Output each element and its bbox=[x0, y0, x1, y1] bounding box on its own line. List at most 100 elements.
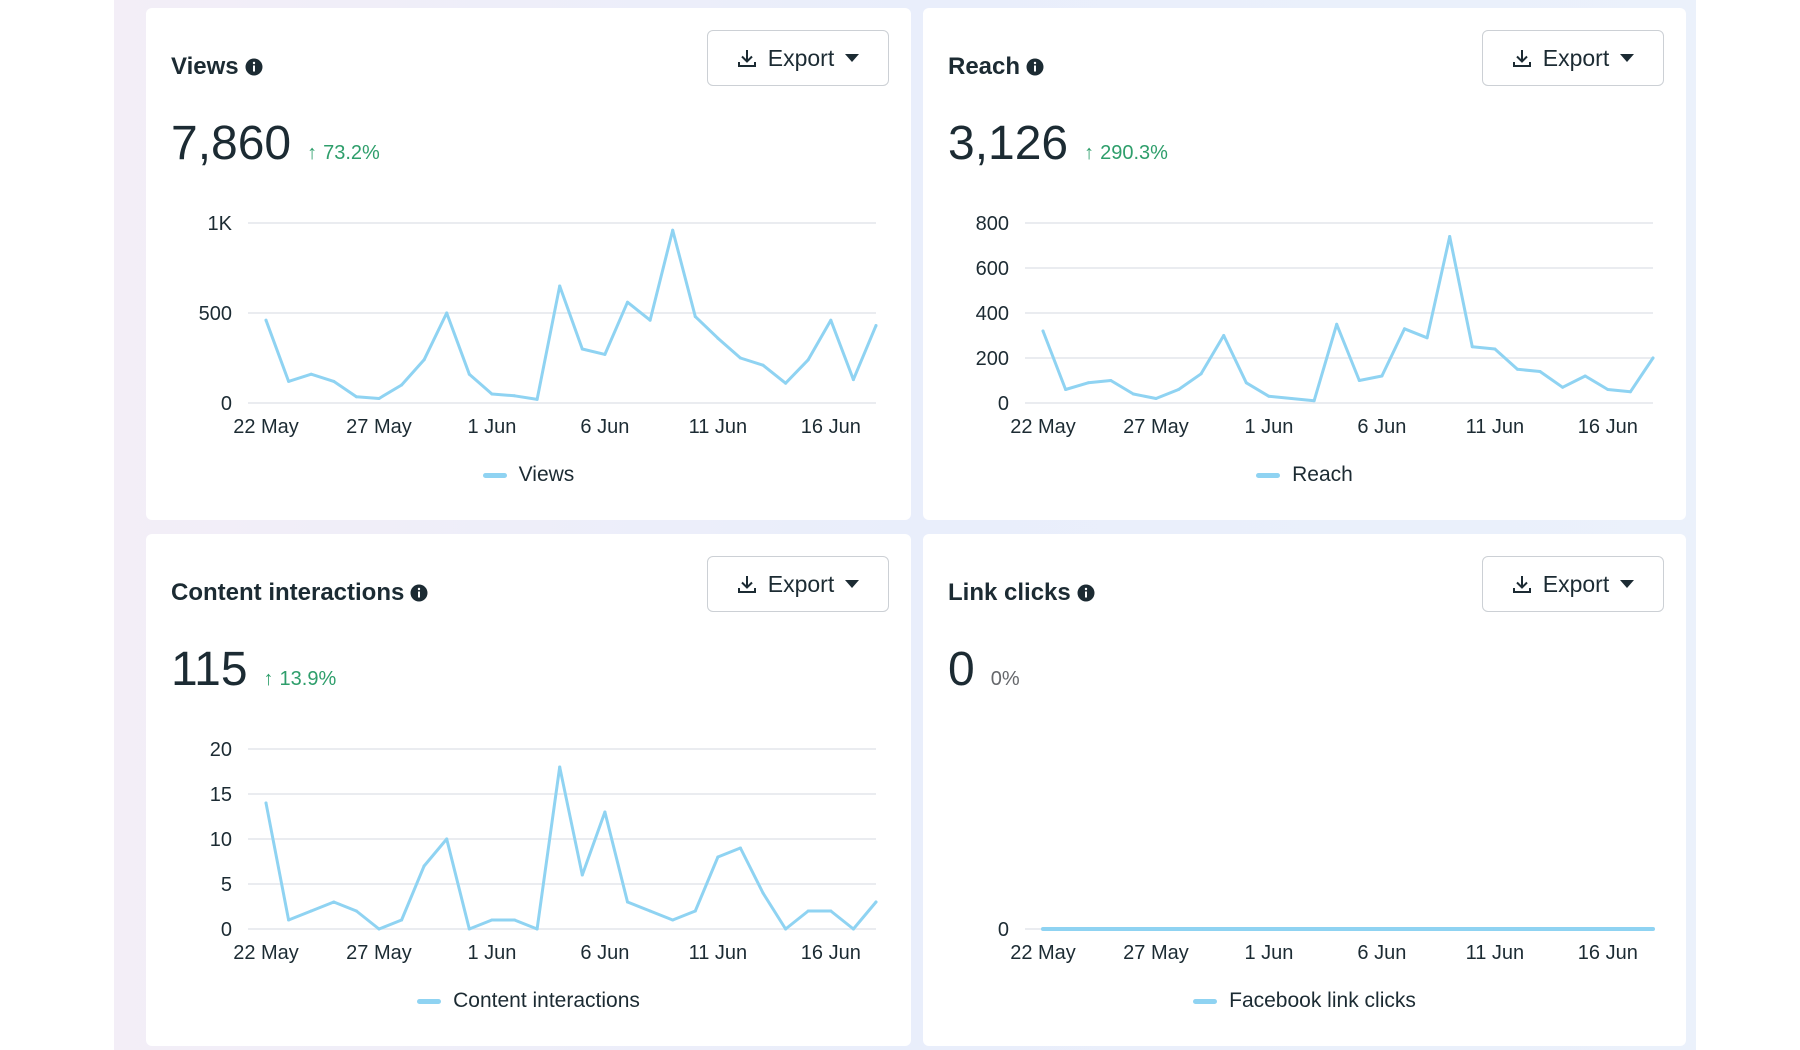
data-point[interactable] bbox=[354, 395, 358, 399]
data-point[interactable] bbox=[1199, 927, 1203, 931]
data-point[interactable] bbox=[1064, 927, 1068, 931]
data-point[interactable] bbox=[558, 284, 562, 288]
data-point[interactable] bbox=[1154, 927, 1158, 931]
data-point[interactable] bbox=[1651, 927, 1655, 931]
data-point[interactable] bbox=[1583, 927, 1587, 931]
data-point[interactable] bbox=[1222, 927, 1226, 931]
data-point[interactable] bbox=[603, 810, 607, 814]
data-point[interactable] bbox=[1267, 394, 1271, 398]
data-point[interactable] bbox=[1515, 367, 1519, 371]
data-point[interactable] bbox=[1425, 927, 1429, 931]
data-point[interactable] bbox=[1583, 374, 1587, 378]
info-icon[interactable] bbox=[245, 58, 263, 76]
data-point[interactable] bbox=[716, 855, 720, 859]
data-point[interactable] bbox=[1380, 927, 1384, 931]
data-point[interactable] bbox=[1561, 385, 1565, 389]
data-point[interactable] bbox=[874, 900, 878, 904]
data-point[interactable] bbox=[467, 372, 471, 376]
data-point[interactable] bbox=[332, 900, 336, 904]
data-point[interactable] bbox=[761, 363, 765, 367]
data-point[interactable] bbox=[490, 918, 494, 922]
data-point[interactable] bbox=[445, 837, 449, 841]
data-point[interactable] bbox=[648, 318, 652, 322]
data-point[interactable] bbox=[1131, 392, 1135, 396]
export-button[interactable]: Export bbox=[1482, 556, 1664, 612]
data-point[interactable] bbox=[1448, 927, 1452, 931]
data-point[interactable] bbox=[1515, 927, 1519, 931]
data-point[interactable] bbox=[648, 909, 652, 913]
data-point[interactable] bbox=[1131, 927, 1135, 931]
data-point[interactable] bbox=[1357, 379, 1361, 382]
data-point[interactable] bbox=[784, 927, 788, 931]
export-button[interactable]: Export bbox=[1482, 30, 1664, 86]
data-point[interactable] bbox=[1651, 356, 1655, 360]
data-point[interactable] bbox=[400, 383, 404, 387]
data-point[interactable] bbox=[1606, 388, 1610, 391]
data-point[interactable] bbox=[1177, 388, 1181, 391]
data-point[interactable] bbox=[264, 801, 268, 805]
info-icon[interactable] bbox=[1026, 58, 1044, 76]
data-point[interactable] bbox=[535, 397, 539, 401]
data-point[interactable] bbox=[738, 356, 742, 360]
data-point[interactable] bbox=[377, 927, 381, 931]
data-point[interactable] bbox=[716, 336, 720, 340]
data-point[interactable] bbox=[1380, 374, 1384, 378]
data-point[interactable] bbox=[806, 909, 810, 913]
data-point[interactable] bbox=[761, 891, 765, 895]
data-point[interactable] bbox=[829, 318, 833, 322]
data-point[interactable] bbox=[309, 372, 313, 376]
data-point[interactable] bbox=[558, 765, 562, 769]
data-point[interactable] bbox=[1064, 388, 1068, 391]
data-point[interactable] bbox=[490, 392, 494, 396]
data-point[interactable] bbox=[1290, 397, 1294, 400]
data-point[interactable] bbox=[1470, 345, 1474, 349]
data-point[interactable] bbox=[467, 927, 471, 931]
data-point[interactable] bbox=[784, 381, 788, 385]
data-point[interactable] bbox=[874, 324, 878, 328]
export-button[interactable]: Export bbox=[707, 556, 889, 612]
data-point[interactable] bbox=[1606, 927, 1610, 931]
data-point[interactable] bbox=[1538, 370, 1542, 373]
data-point[interactable] bbox=[851, 927, 855, 931]
data-point[interactable] bbox=[332, 379, 336, 383]
data-point[interactable] bbox=[287, 918, 291, 922]
data-point[interactable] bbox=[422, 358, 426, 362]
data-point[interactable] bbox=[829, 909, 833, 913]
info-icon[interactable] bbox=[410, 584, 428, 602]
data-point[interactable] bbox=[1335, 322, 1339, 326]
data-point[interactable] bbox=[580, 347, 584, 351]
data-point[interactable] bbox=[513, 394, 517, 398]
data-point[interactable] bbox=[1312, 927, 1316, 931]
data-point[interactable] bbox=[851, 378, 855, 382]
data-point[interactable] bbox=[1244, 927, 1248, 931]
data-point[interactable] bbox=[671, 228, 675, 232]
data-point[interactable] bbox=[580, 873, 584, 877]
data-point[interactable] bbox=[1177, 927, 1181, 931]
data-point[interactable] bbox=[1493, 347, 1497, 351]
data-point[interactable] bbox=[377, 397, 381, 400]
data-point[interactable] bbox=[354, 909, 358, 913]
data-point[interactable] bbox=[287, 379, 291, 383]
data-point[interactable] bbox=[671, 918, 675, 922]
data-point[interactable] bbox=[625, 900, 629, 904]
data-point[interactable] bbox=[1628, 390, 1632, 394]
data-point[interactable] bbox=[1041, 927, 1045, 931]
data-point[interactable] bbox=[1154, 397, 1158, 400]
export-button[interactable]: Export bbox=[707, 30, 889, 86]
data-point[interactable] bbox=[1109, 379, 1113, 382]
data-point[interactable] bbox=[603, 352, 607, 356]
data-point[interactable] bbox=[513, 918, 517, 922]
data-point[interactable] bbox=[422, 864, 426, 868]
data-point[interactable] bbox=[1425, 336, 1429, 340]
data-point[interactable] bbox=[1538, 927, 1542, 931]
data-point[interactable] bbox=[1244, 381, 1248, 385]
data-point[interactable] bbox=[264, 318, 268, 322]
data-point[interactable] bbox=[1335, 927, 1339, 931]
data-point[interactable] bbox=[445, 311, 449, 315]
data-point[interactable] bbox=[806, 358, 810, 362]
data-point[interactable] bbox=[693, 315, 697, 319]
data-point[interactable] bbox=[1222, 334, 1226, 337]
data-point[interactable] bbox=[1086, 381, 1090, 385]
data-point[interactable] bbox=[1628, 927, 1632, 931]
data-point[interactable] bbox=[1199, 372, 1203, 376]
